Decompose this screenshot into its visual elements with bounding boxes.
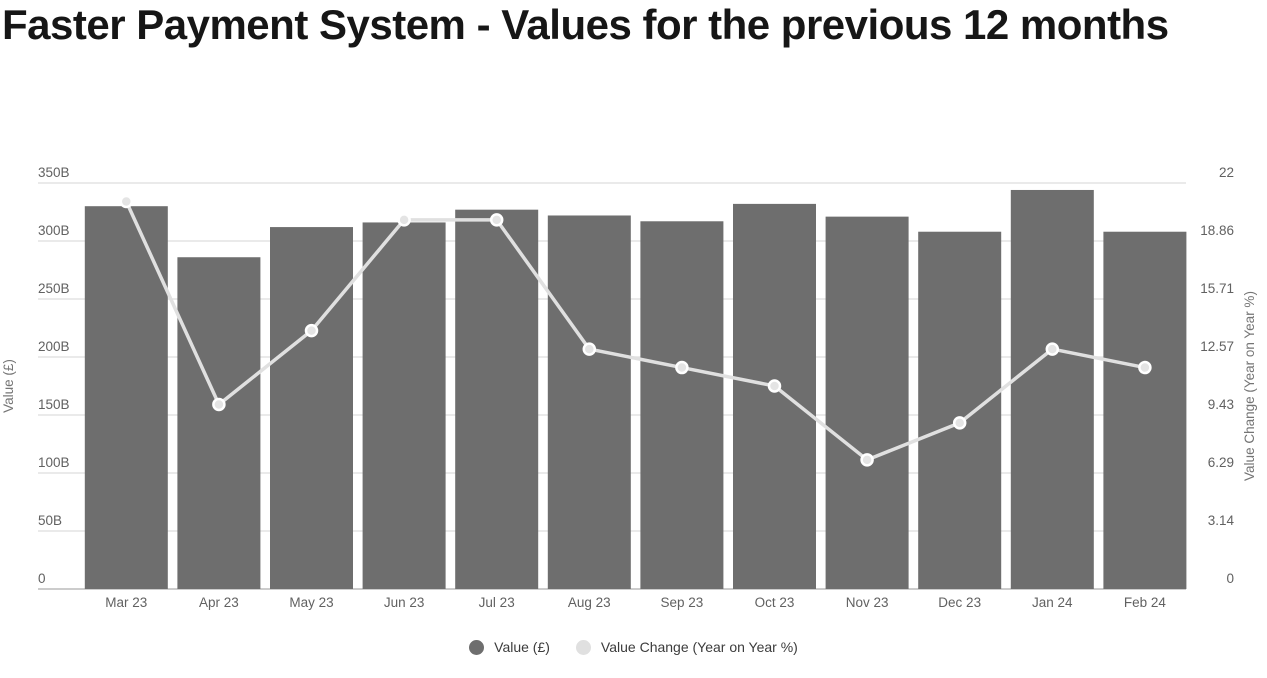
x-axis-label: Aug 23: [568, 595, 611, 610]
bar-jul-23[interactable]: [455, 209, 539, 589]
yoy-point-sep-23[interactable]: [675, 360, 689, 375]
yoy-point-may-23[interactable]: [304, 323, 319, 338]
yoy-point-jun-23[interactable]: [397, 213, 411, 227]
bar-dec-23[interactable]: [918, 231, 1002, 589]
x-axis-label: Dec 23: [938, 595, 981, 610]
yoy-point-feb-24[interactable]: [1138, 360, 1152, 375]
left-axis-tick-label: 150B: [38, 397, 70, 412]
bar-nov-23[interactable]: [825, 216, 909, 589]
x-axis-label: Jan 24: [1032, 595, 1073, 610]
x-axis-label: May 23: [289, 595, 333, 610]
left-axis-tick-label: 300B: [38, 223, 70, 238]
right-axis-tick-label: 3.14: [1208, 513, 1235, 528]
page-title: Faster Payment System - Values for the p…: [2, 1, 1169, 48]
right-axis-tick-label: 18.86: [1200, 223, 1234, 238]
left-axis-tick-label: 0: [38, 571, 46, 586]
right-axis-tick-label: 15.71: [1200, 281, 1234, 296]
legend-item-value-change[interactable]: Value Change (Year on Year %): [575, 639, 798, 655]
left-axis-tick-label: 200B: [38, 339, 70, 354]
bar-oct-23[interactable]: [733, 203, 816, 589]
x-axis-label: Sep 23: [661, 595, 704, 610]
yoy-point-dec-23[interactable]: [952, 416, 967, 430]
right-axis-title: Value Change (Year on Year %): [1242, 291, 1257, 481]
bar-sep-23[interactable]: [640, 221, 724, 589]
bar-feb-24[interactable]: [1103, 231, 1187, 589]
x-axis-label: Jul 23: [479, 595, 515, 610]
x-axis-label: Feb 24: [1124, 595, 1167, 610]
combo-chart: 350B 22 300B 18.86 250B 15.71 200B 12.57 150B 9.4…: [0, 130, 1267, 673]
right-axis-tick-label: 22: [1219, 165, 1234, 180]
yoy-point-jan-24[interactable]: [1045, 342, 1060, 356]
left-axis-title: Value (£): [1, 359, 16, 413]
right-axis-tick-label: 6.29: [1208, 455, 1234, 470]
x-axis-label: Jun 23: [384, 595, 425, 610]
legend-label-value: Value (£): [494, 639, 550, 655]
yoy-point-oct-23[interactable]: [767, 379, 782, 393]
bar-mar-23[interactable]: [84, 206, 168, 589]
combo-chart-svg: 350B 22 300B 18.86 250B 15.71 200B 12.57 150B 9.4…: [1, 165, 1257, 610]
left-axis-tick-label: 350B: [38, 165, 70, 180]
yoy-point-aug-23[interactable]: [582, 342, 597, 356]
right-axis-tick-label: 12.57: [1200, 339, 1234, 354]
legend-label-value-change: Value Change (Year on Year %): [600, 639, 798, 655]
bar-aug-23[interactable]: [547, 215, 631, 590]
bar-jun-23[interactable]: [362, 222, 446, 589]
bar-may-23[interactable]: [270, 227, 353, 589]
x-axis-label: Nov 23: [846, 595, 889, 610]
yoy-line: [124, 200, 1146, 462]
legend-item-value[interactable]: Value (£): [469, 639, 550, 655]
x-axis-label: Mar 23: [105, 595, 147, 610]
left-axis-tick-label: 50B: [38, 513, 62, 528]
right-axis-tick-label: 0: [1226, 571, 1234, 586]
yoy-point-jul-23[interactable]: [489, 213, 504, 227]
yoy-point-nov-23[interactable]: [860, 453, 874, 467]
right-axis-tick-label: 9.43: [1208, 397, 1234, 412]
x-axis-label: Apr 23: [199, 595, 239, 610]
bar-jan-24[interactable]: [1010, 189, 1094, 589]
bar-apr-23[interactable]: [177, 257, 261, 589]
legend-swatch-value-icon: [469, 639, 485, 655]
left-axis-tick-label: 100B: [38, 455, 70, 470]
yoy-point-mar-23[interactable]: [119, 194, 134, 209]
left-axis-tick-label: 250B: [38, 281, 70, 296]
chart-legend: Value (£) Value Change (Year on Year %): [0, 639, 1267, 655]
x-axis-label: Oct 23: [755, 595, 795, 610]
yoy-point-apr-23[interactable]: [212, 397, 226, 412]
legend-swatch-value-change-icon: [575, 639, 591, 655]
